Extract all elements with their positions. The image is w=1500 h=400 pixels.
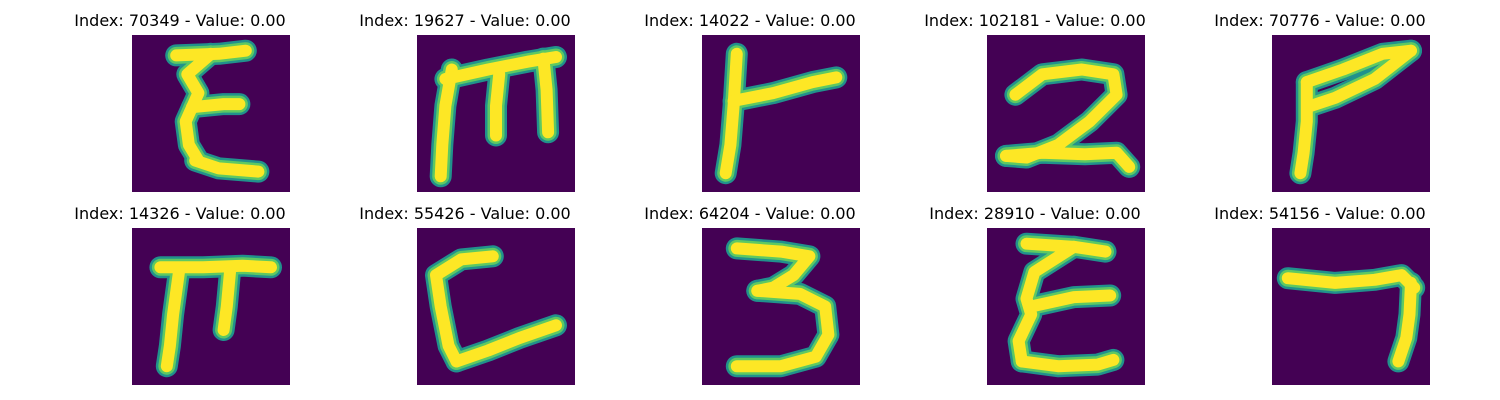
handwritten-glyph-image	[702, 228, 860, 385]
sample-title: Index: 54156 - Value: 0.00	[1214, 204, 1426, 223]
stroke-core	[719, 47, 743, 180]
stroke-core	[730, 284, 835, 373]
sample-cell: Index: 55426 - Value: 0.00	[315, 193, 615, 385]
stroke-core	[430, 250, 499, 368]
stroke-core	[490, 68, 506, 142]
sample-title: Index: 64204 - Value: 0.00	[644, 204, 856, 223]
sample-cell: Index: 70349 - Value: 0.00	[30, 0, 330, 192]
stroke-core	[450, 319, 562, 368]
handwritten-glyph-image	[417, 228, 575, 385]
sample-cell: Index: 14022 - Value: 0.00	[600, 0, 900, 192]
stroke-core	[1300, 44, 1417, 89]
sample-title: Index: 70349 - Value: 0.00	[74, 11, 286, 30]
sample-title: Index: 70776 - Value: 0.00	[1214, 11, 1426, 30]
sample-cell: Index: 54156 - Value: 0.00	[1170, 193, 1470, 385]
sample-cell: Index: 102181 - Value: 0.00	[885, 0, 1185, 192]
image-background	[132, 228, 290, 385]
stroke-core	[1025, 289, 1117, 313]
stroke-core	[1392, 276, 1417, 368]
stroke-core	[217, 266, 236, 336]
sample-cell: Index: 28910 - Value: 0.00	[885, 193, 1185, 385]
stroke-core	[160, 262, 186, 373]
sample-cell: Index: 70776 - Value: 0.00	[1170, 0, 1470, 192]
sample-cell: Index: 64204 - Value: 0.00	[600, 193, 900, 385]
stroke-core	[1294, 76, 1313, 180]
handwritten-glyph-image	[132, 228, 290, 385]
sample-title: Index: 14326 - Value: 0.00	[74, 204, 286, 223]
handwritten-glyph-image	[417, 35, 575, 192]
handwritten-glyph-image	[987, 228, 1145, 385]
sample-title: Index: 55426 - Value: 0.00	[359, 204, 571, 223]
handwritten-glyph-image	[1272, 35, 1430, 192]
stroke-core	[186, 98, 246, 114]
handwritten-glyph-image	[987, 35, 1145, 192]
sample-title: Index: 102181 - Value: 0.00	[924, 11, 1146, 30]
sample-title: Index: 14022 - Value: 0.00	[644, 11, 856, 30]
sample-title: Index: 28910 - Value: 0.00	[929, 204, 1141, 223]
sample-cell: Index: 19627 - Value: 0.00	[315, 0, 615, 192]
stroke-core	[537, 52, 555, 139]
stroke-core	[1015, 353, 1120, 373]
sample-cell: Index: 14326 - Value: 0.00	[30, 193, 330, 385]
sample-title: Index: 19627 - Value: 0.00	[359, 11, 571, 30]
stroke-core	[189, 154, 265, 178]
handwritten-glyph-image	[1272, 228, 1430, 385]
stroke-core	[727, 71, 843, 107]
stroke-core	[1281, 269, 1421, 294]
stroke-core	[170, 44, 252, 62]
handwritten-glyph-image	[132, 35, 290, 192]
stroke-core	[434, 63, 458, 183]
handwritten-glyph-image	[702, 35, 860, 192]
stroke-core	[1000, 146, 1136, 173]
stroke-core	[1305, 44, 1417, 112]
